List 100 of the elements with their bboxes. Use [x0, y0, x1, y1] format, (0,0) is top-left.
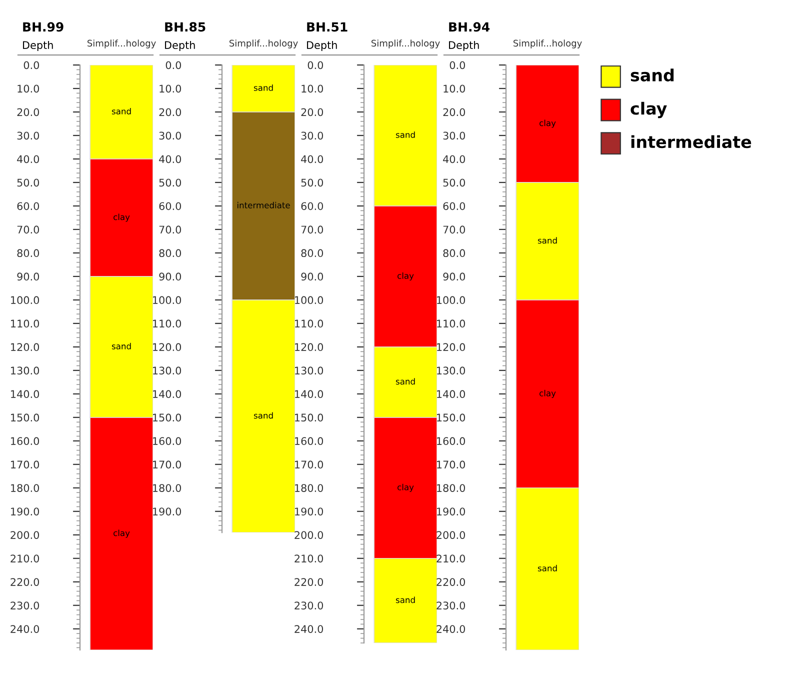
- y-tick-label: 140.0: [295, 390, 324, 398]
- y-tick-label: 240.0: [436, 625, 466, 633]
- y-tick-label: 100.0: [295, 296, 324, 304]
- data-label: sand: [112, 108, 131, 114]
- legend-label: clay: [630, 102, 667, 118]
- y-tick-label: 90.0: [17, 272, 40, 281]
- y-tick-label: 90.0: [159, 272, 182, 281]
- legend-label: sand: [630, 68, 674, 82]
- y-tick-label: 240.0: [10, 625, 40, 633]
- legend-label: intermediate: [631, 135, 752, 148]
- y-tick-label: 0.0: [308, 61, 324, 70]
- y-tick-label: 160.0: [153, 437, 182, 446]
- data-label: sand: [538, 564, 557, 572]
- y-tick-label: 130.0: [11, 366, 40, 375]
- y-tick-label: 140.0: [11, 390, 40, 398]
- y-tick-label: 170.0: [437, 460, 466, 469]
- y-tick-label: 220.0: [10, 578, 40, 586]
- y-tick-label: 40.0: [17, 155, 40, 164]
- chart-title: BH.51: [307, 22, 348, 32]
- y-tick-label: 220.0: [436, 578, 466, 586]
- y-tick-label: 80.0: [17, 249, 40, 258]
- y-tick-label: 20.0: [159, 108, 182, 116]
- y-tick-label: 70.0: [159, 226, 182, 234]
- y-tick-label: 30.0: [443, 132, 466, 140]
- chart-title: BH.85: [165, 22, 206, 32]
- y-tick-label: 40.0: [301, 155, 324, 164]
- y-tick-label: 140.0: [437, 390, 466, 398]
- data-label: intermediate: [238, 202, 290, 208]
- data-label: clay: [398, 272, 414, 280]
- y-tick-label: 180.0: [295, 484, 324, 492]
- y-tick-label: 170.0: [11, 460, 40, 469]
- y-tick-label: 130.0: [437, 366, 466, 375]
- y-tick-label: 50.0: [159, 178, 182, 187]
- y-tick-label: 150.0: [437, 414, 466, 422]
- y-tick-label: 50.0: [17, 178, 40, 187]
- data-label: clay: [540, 390, 556, 398]
- y-tick-label: 200.0: [10, 531, 40, 539]
- data-label: sand: [112, 342, 131, 350]
- y-tick-label: 190.0: [11, 508, 40, 516]
- y-tick-label: 80.0: [301, 249, 324, 258]
- y-axis-title: Depth: [449, 40, 479, 52]
- y-tick-label: 30.0: [301, 132, 324, 140]
- data-label: sand: [396, 378, 415, 385]
- data-label: sand: [396, 596, 415, 604]
- y-tick-label: 30.0: [159, 132, 182, 140]
- y-tick-label: 80.0: [443, 249, 466, 258]
- y-tick-label: 180.0: [11, 484, 40, 492]
- y-tick-label: 150.0: [11, 414, 40, 422]
- y-tick-label: 220.0: [294, 578, 324, 586]
- data-label: sand: [538, 237, 557, 244]
- y-tick-label: 0.0: [24, 61, 40, 70]
- y-tick-label: 60.0: [301, 202, 324, 210]
- y-tick-label: 130.0: [153, 366, 182, 375]
- y-tick-label: 10.0: [302, 84, 324, 93]
- y-tick-label: 160.0: [295, 437, 324, 446]
- y-tick-label: 90.0: [301, 272, 324, 281]
- y-axis-title: Depth: [307, 40, 337, 52]
- y-tick-label: 170.0: [153, 460, 182, 469]
- y-tick-label: 210.0: [10, 554, 40, 562]
- x-tick-label: Simplif...hology: [372, 40, 440, 48]
- y-tick-label: 10.0: [160, 84, 182, 93]
- y-tick-label: 110.0: [295, 320, 324, 328]
- y-tick-label: 120.0: [295, 343, 324, 352]
- y-tick-label: 120.0: [11, 343, 40, 352]
- y-tick-label: 160.0: [437, 437, 466, 446]
- y-tick-label: 50.0: [443, 178, 466, 187]
- y-tick-label: 110.0: [11, 320, 40, 328]
- y-tick-label: 80.0: [159, 249, 182, 258]
- y-tick-label: 100.0: [153, 296, 182, 304]
- y-tick-label: 10.0: [18, 84, 40, 93]
- y-tick-label: 120.0: [153, 343, 182, 352]
- y-tick-label: 190.0: [295, 508, 324, 516]
- y-tick-label: 40.0: [443, 155, 466, 164]
- y-tick-label: 150.0: [295, 414, 324, 422]
- y-tick-label: 190.0: [153, 508, 182, 516]
- y-tick-label: 210.0: [294, 554, 324, 562]
- chart-title: BH.94: [449, 22, 490, 32]
- y-tick-label: 70.0: [301, 226, 324, 234]
- y-tick-label: 100.0: [11, 296, 40, 304]
- y-tick-label: 20.0: [301, 108, 324, 116]
- data-label: sand: [396, 131, 415, 138]
- x-tick-label: Simplif...hology: [230, 40, 298, 48]
- y-tick-label: 10.0: [444, 84, 466, 93]
- y-tick-label: 0.0: [450, 61, 466, 70]
- y-tick-label: 40.0: [159, 155, 182, 164]
- y-tick-label: 170.0: [295, 460, 324, 469]
- data-label: sand: [254, 84, 273, 91]
- y-tick-label: 70.0: [17, 226, 40, 234]
- data-label: sand: [254, 412, 273, 419]
- y-tick-label: 110.0: [437, 320, 466, 328]
- data-label: clay: [114, 214, 130, 222]
- x-tick-label: Simplif...hology: [514, 40, 582, 48]
- y-axis-title: Depth: [165, 40, 195, 52]
- y-tick-label: 230.0: [10, 602, 40, 610]
- y-tick-label: 60.0: [159, 202, 182, 210]
- y-tick-label: 20.0: [443, 108, 466, 116]
- y-tick-label: 230.0: [436, 602, 466, 610]
- y-tick-label: 60.0: [443, 202, 466, 210]
- y-tick-label: 100.0: [437, 296, 466, 304]
- y-tick-label: 140.0: [153, 390, 182, 398]
